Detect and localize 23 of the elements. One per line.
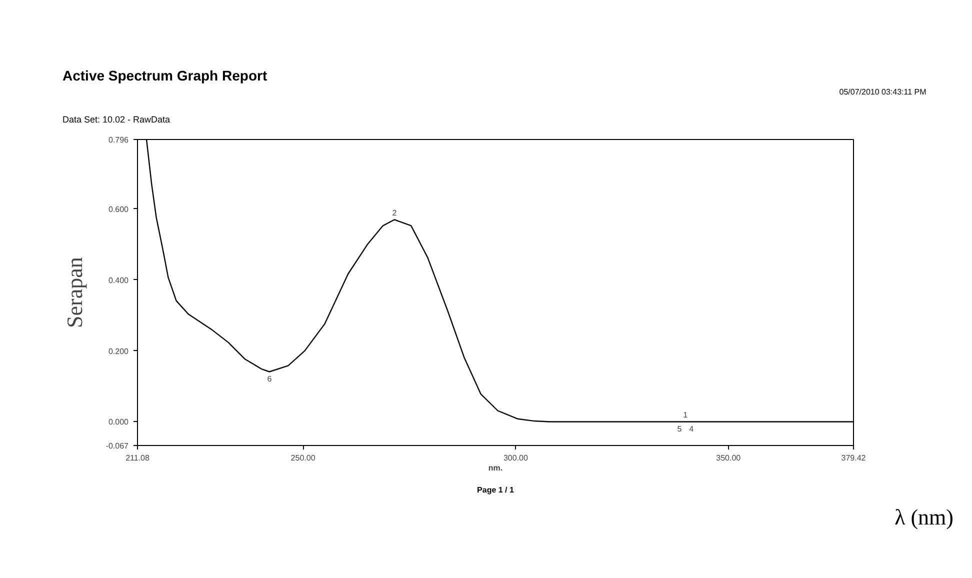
x-tick-label: 211.08 <box>126 454 150 462</box>
chart-subtitle: Data Set: 10.02 - RawData <box>62 114 170 124</box>
y-tick-label: -0.067 <box>106 442 130 450</box>
y-tick-label: 0.200 <box>108 346 130 356</box>
y-tick-label: 0.796 <box>108 136 130 144</box>
annotation: 2 <box>392 208 398 218</box>
x-tick-label: 300.00 <box>503 454 528 462</box>
y-axis-title: Serapan <box>62 257 87 328</box>
annotation: 5 <box>677 424 682 434</box>
chart-title: Active Spectrum Graph Report <box>62 68 268 84</box>
y-tick-label: 0.000 <box>108 418 130 427</box>
x-tick-label: 350.00 <box>716 454 742 462</box>
annotation: 1 <box>683 410 688 420</box>
annotation: 4 <box>689 424 694 434</box>
text: 05/07/2010 03:43:11 PM <box>839 88 927 96</box>
y-tick-label: 0.400 <box>108 276 130 285</box>
annotation: 6 <box>267 374 272 384</box>
text: λ (nm) <box>894 504 954 530</box>
x-tick-label: 379.42 <box>841 454 866 462</box>
y-tick-label: 0.600 <box>108 204 130 214</box>
x-tick-label: 250.00 <box>290 454 316 462</box>
text: Page 1 / 1 <box>477 486 515 494</box>
x-axis-title: nm. <box>488 464 503 472</box>
